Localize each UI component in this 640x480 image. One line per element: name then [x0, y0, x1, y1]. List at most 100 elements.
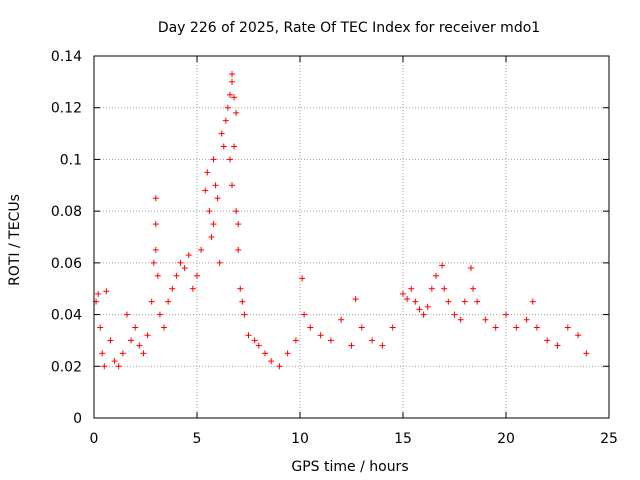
data-point [432, 272, 439, 279]
data-point [358, 324, 365, 331]
data-point [412, 298, 419, 305]
data-point [198, 246, 205, 253]
data-point [400, 290, 406, 297]
data-point [99, 350, 106, 357]
x-tick-label: 15 [394, 431, 412, 447]
data-point [439, 262, 446, 269]
y-tick-label: 0.12 [51, 101, 82, 117]
data-point [181, 265, 188, 272]
grid [94, 56, 609, 418]
data-point [245, 332, 252, 339]
data-point [292, 337, 299, 344]
data-point [231, 94, 238, 101]
data-point [216, 259, 223, 266]
data-point [404, 296, 411, 303]
y-tick-label: 0 [73, 411, 82, 427]
data-point [451, 311, 458, 318]
data-point [165, 298, 172, 305]
x-tick-label: 10 [291, 431, 309, 447]
data-point [307, 324, 314, 331]
data-point [503, 311, 509, 318]
data-point [231, 143, 238, 150]
data-point [299, 275, 306, 282]
data-point [239, 298, 246, 305]
data-point [173, 272, 180, 279]
data-point [229, 182, 236, 189]
data-point [152, 221, 159, 228]
data-point [428, 285, 435, 292]
data-point [235, 221, 242, 228]
data-point [189, 285, 196, 292]
y-tick-labels: 0 0.02 0.04 0.06 0.08 0.1 0.12 0.14 [51, 49, 82, 427]
data-point [420, 311, 427, 318]
data-point [119, 350, 126, 357]
data-points [93, 71, 590, 370]
x-tick-label: 5 [193, 431, 202, 447]
y-tick-label: 0.1 [60, 152, 82, 168]
data-point [152, 246, 159, 253]
data-point [523, 316, 530, 323]
data-point [218, 130, 225, 137]
data-point [533, 324, 540, 331]
data-point [115, 363, 122, 370]
data-point [461, 298, 468, 305]
data-point [255, 342, 262, 349]
data-point [148, 298, 155, 305]
data-point [233, 208, 240, 215]
data-point [467, 265, 474, 272]
data-point [235, 246, 242, 253]
data-point [348, 342, 355, 349]
y-tick-label: 0.06 [51, 256, 82, 272]
data-point [150, 259, 157, 266]
data-point [544, 337, 551, 344]
data-point [156, 311, 163, 318]
y-tick-label: 0.14 [51, 49, 82, 65]
data-point [185, 252, 192, 259]
data-point [220, 143, 227, 150]
data-point [154, 272, 161, 279]
y-tick-label: 0.04 [51, 308, 82, 324]
data-point [103, 288, 110, 295]
data-point [352, 296, 359, 303]
data-point [169, 285, 176, 292]
data-point [445, 298, 452, 305]
data-point [152, 195, 159, 202]
data-point [416, 306, 423, 313]
data-point [128, 337, 135, 344]
plot-frame [93, 55, 610, 419]
data-point [268, 358, 275, 365]
data-point [554, 342, 561, 349]
data-point [226, 156, 233, 163]
data-point [111, 358, 118, 365]
x-tick-label: 20 [497, 431, 515, 447]
data-point [474, 298, 481, 305]
data-point [284, 350, 291, 357]
data-point [123, 311, 130, 318]
data-point [208, 234, 215, 240]
data-point [140, 350, 147, 357]
data-point [317, 332, 324, 339]
data-point [144, 332, 151, 339]
data-point [237, 285, 244, 292]
data-point [101, 363, 108, 370]
data-point [408, 285, 415, 292]
data-point [276, 363, 283, 370]
data-point [369, 337, 376, 344]
data-point [379, 342, 386, 349]
data-point [132, 324, 139, 331]
data-point [233, 109, 240, 116]
y-tick-label: 0.02 [51, 359, 82, 375]
data-point [210, 156, 217, 163]
data-point [338, 316, 345, 323]
data-point [575, 332, 582, 339]
data-point [204, 169, 211, 176]
data-point [457, 316, 464, 323]
data-point [226, 91, 233, 98]
data-point [210, 221, 217, 228]
data-point [564, 324, 571, 331]
data-point [222, 117, 229, 124]
x-tick-label: 25 [600, 431, 618, 447]
x-tick-label: 0 [90, 431, 99, 447]
y-tick-label: 0.08 [51, 204, 82, 220]
